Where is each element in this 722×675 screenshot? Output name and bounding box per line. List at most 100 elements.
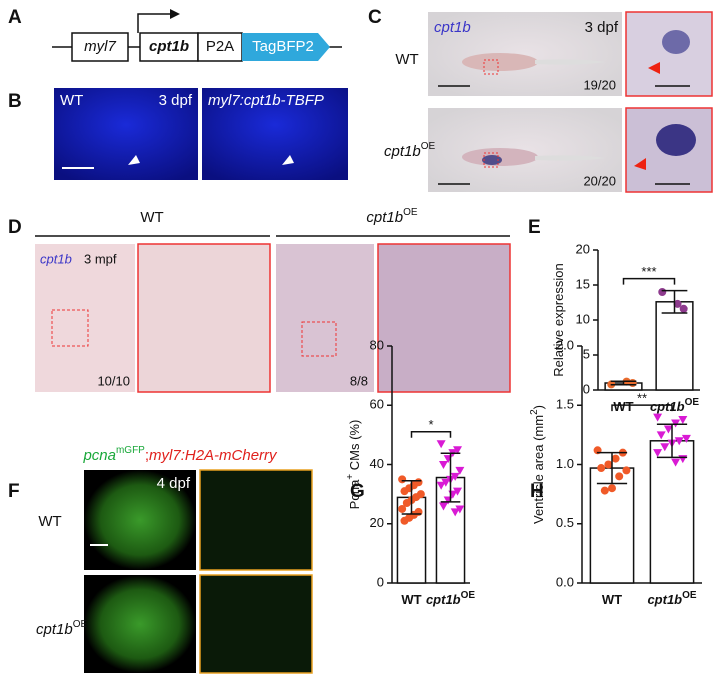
data-point: [622, 466, 631, 475]
error-bar: [610, 380, 637, 386]
data-point: [679, 304, 688, 313]
data-point: [455, 466, 465, 475]
label: WT: [38, 513, 61, 530]
error-bar: [656, 423, 688, 459]
text-part: WT: [602, 592, 622, 607]
image: [199, 574, 313, 674]
error-bar: [661, 289, 688, 314]
y-tick-label: 2.0: [556, 337, 574, 352]
label: 19/20: [583, 77, 616, 92]
label: myl7:cpt1b-TBFP: [208, 92, 324, 109]
label: cpt1bOE: [36, 619, 87, 638]
text-part: Ventricle area (mm: [531, 415, 546, 524]
text-part: Relative expression: [551, 263, 566, 376]
y-tick-label: 0: [583, 381, 590, 396]
y-axis-label: Relative expression: [551, 263, 566, 376]
construct: myl7 cpt1b P2A TagBFP2: [52, 9, 342, 62]
significance-bracket: [622, 277, 676, 285]
data-point: [671, 458, 681, 467]
significance: ***: [641, 264, 656, 279]
data-point: [438, 461, 448, 469]
data-point: [436, 440, 446, 449]
text-part: ): [531, 405, 546, 409]
panel-letter: F: [8, 481, 20, 502]
image: [199, 469, 313, 571]
data-point: [441, 478, 451, 487]
image: [84, 470, 196, 570]
x-tick-label: cpt1bOE: [647, 590, 696, 608]
panel-letter: H: [530, 481, 544, 502]
data-point: [653, 449, 663, 458]
data-point: [673, 299, 682, 308]
data-point: [681, 434, 691, 443]
image: [84, 575, 196, 673]
y-tick-label: 15: [576, 276, 590, 291]
y-axis-label: Pcna+ CMs (%): [345, 420, 363, 510]
data-point: [400, 516, 409, 525]
y-tick-label: 20: [370, 515, 384, 530]
label: WT: [60, 92, 83, 109]
bar: [649, 440, 695, 584]
y-tick-label: 80: [370, 337, 384, 352]
data-point: [455, 505, 465, 514]
data-point: [453, 487, 463, 496]
y-tick-label: 60: [370, 397, 384, 412]
data-point: [678, 415, 688, 424]
data-point: [663, 425, 673, 434]
y-tick-label: 0.5: [556, 515, 574, 530]
data-point: [656, 431, 666, 440]
y-axis-label: Ventricle area (mm2): [529, 405, 547, 524]
data-point: [611, 454, 620, 463]
significance-bracket: [410, 431, 452, 438]
label: cpt1b: [40, 251, 72, 266]
x-tick-label: cpt1bOE: [650, 397, 699, 415]
significance: **: [637, 391, 647, 406]
image: [202, 88, 348, 180]
data-point: [615, 472, 624, 481]
text-part: cpt1b: [650, 399, 685, 414]
data-point: [597, 464, 606, 473]
text-part: cpt1b: [426, 592, 461, 607]
image: [276, 244, 374, 392]
data-point: [398, 475, 407, 484]
bar: [589, 467, 635, 584]
label: WT: [395, 51, 418, 68]
label: myl7: [84, 38, 116, 55]
image: [428, 12, 622, 96]
panel-letter: C: [368, 7, 382, 28]
y-tick-label: 5: [583, 346, 590, 361]
y-tick-label: 1.5: [556, 397, 574, 412]
significance: *: [428, 417, 433, 432]
text-part: WT: [401, 592, 421, 607]
data-point: [438, 502, 448, 511]
data-point: [398, 504, 407, 513]
data-point: [608, 484, 616, 493]
text-part: Pcna: [347, 479, 362, 509]
label: cpt1bOE: [384, 141, 435, 160]
text-part: cpt1b: [647, 592, 682, 607]
error-bar: [440, 452, 461, 503]
x-tick-label: WT: [602, 592, 622, 607]
x-tick-label: WT: [401, 592, 421, 607]
panel-letter: E: [528, 217, 541, 238]
y-tick-label: 40: [370, 456, 384, 471]
image: [137, 243, 271, 393]
label: 4 dpf: [157, 475, 191, 492]
error-bar: [596, 451, 628, 485]
data-point: [653, 413, 663, 422]
panel-letter: D: [8, 217, 22, 238]
x-tick-label: WT: [613, 399, 633, 414]
data-point: [660, 443, 670, 452]
y-tick-label: 10: [576, 311, 590, 326]
text-part: OE: [461, 590, 476, 601]
label: 3 dpf: [159, 92, 193, 109]
data-point: [453, 446, 463, 455]
data-point: [402, 499, 411, 508]
text-part: 2: [529, 409, 540, 415]
image: [54, 88, 198, 180]
y-tick-label: 1.0: [556, 456, 574, 471]
label: pcnamGFP;myl7:H2A-mCherry: [82, 445, 278, 464]
data-point: [436, 481, 446, 490]
y-tick-label: 0.0: [556, 574, 574, 589]
